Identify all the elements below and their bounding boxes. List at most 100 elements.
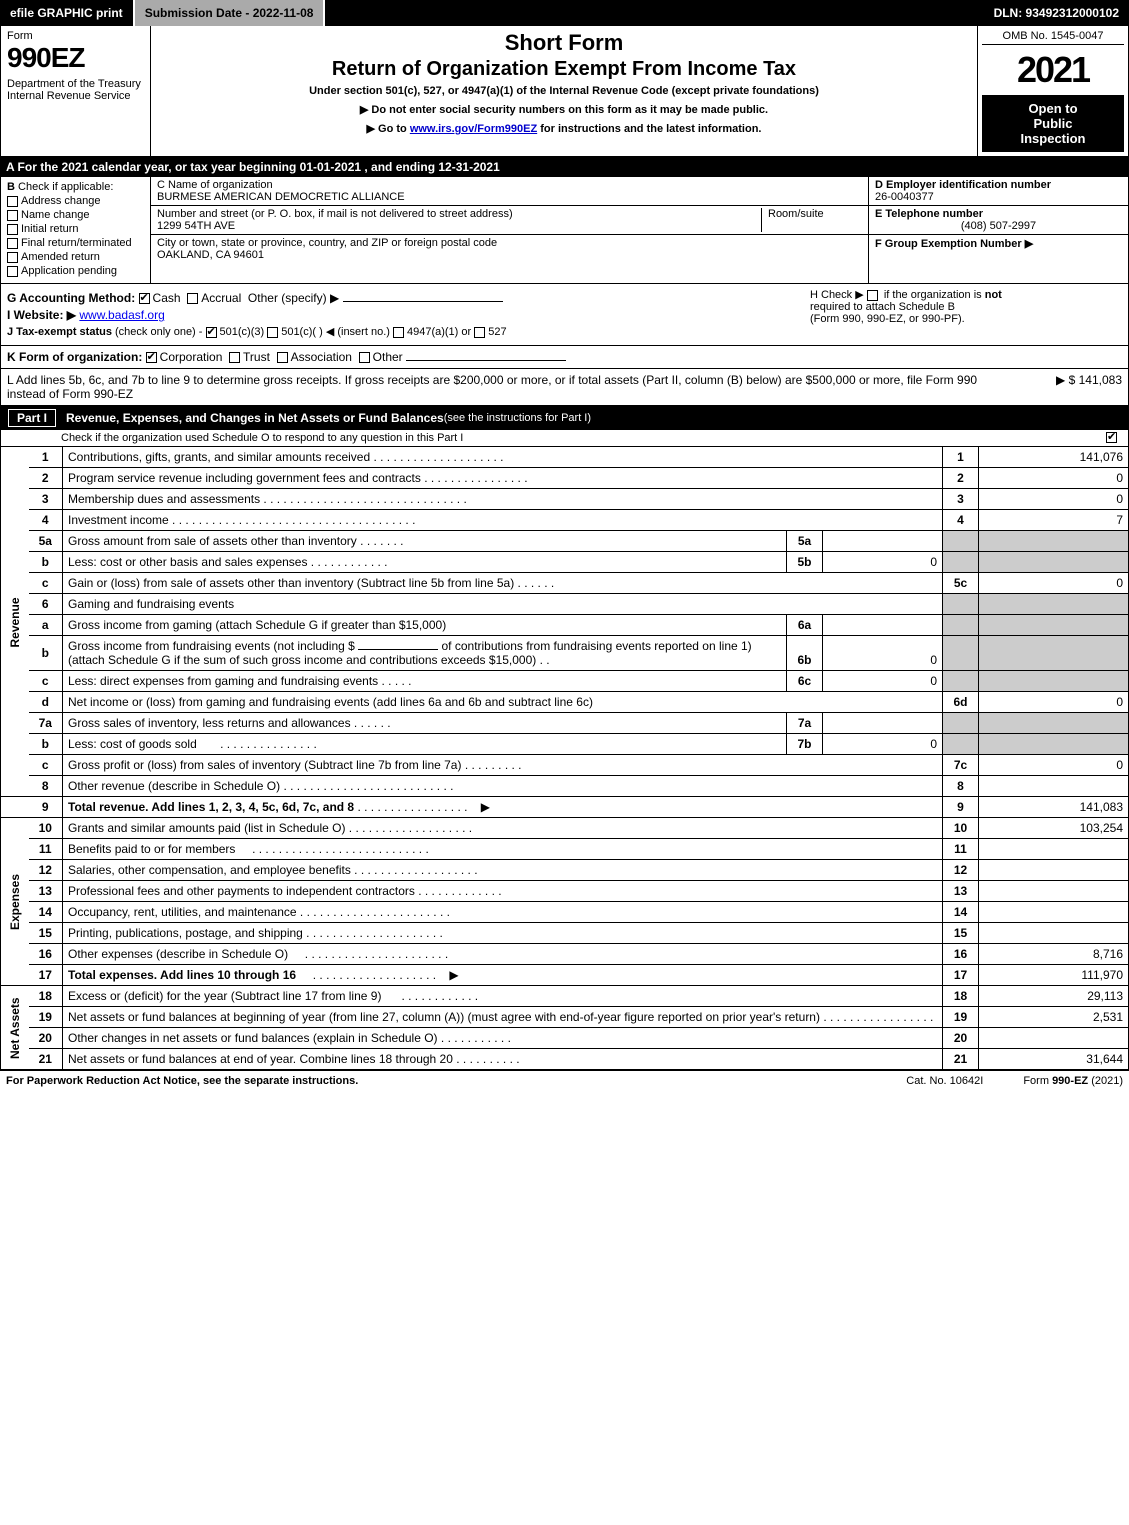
chk-accrual[interactable] [187,293,198,304]
chk-trust[interactable] [229,352,240,363]
k-other-input[interactable] [406,360,566,361]
city-cell: City or town, state or province, country… [151,235,868,263]
sub-val: 0 [823,552,943,573]
chk-corporation[interactable] [146,352,157,363]
org-name-value: BURMESE AMERICAN DEMOCRETIC ALLIANCE [157,191,862,203]
chk-h[interactable] [867,290,878,301]
footer-right-pre: Form [1023,1075,1052,1087]
section-b-to-f: B Check if applicable: Address change Na… [0,177,1129,284]
table-row: 11 Benefits paid to or for members . . .… [1,839,1129,860]
tax-year: 2021 [982,49,1124,91]
chk-final-return[interactable]: Final return/terminated [7,237,144,249]
table-row: d Net income or (loss) from gaming and f… [1,692,1129,713]
line-desc: Net assets or fund balances at end of ye… [63,1049,943,1070]
efile-print-button[interactable]: efile GRAPHIC print [0,0,135,26]
line-amt [979,923,1129,944]
line-desc: Salaries, other compensation, and employ… [63,860,943,881]
j-label: J Tax-exempt status [7,326,112,338]
chk-part1-schedule-o[interactable] [1106,432,1117,443]
line6b-blank[interactable] [358,649,438,650]
h-not: not [985,289,1002,301]
line-num: b [29,636,63,671]
checkbox-icon[interactable] [7,238,18,249]
row-a-calendar-year: A For the 2021 calendar year, or tax yea… [0,157,1129,177]
line-amt-shade [979,713,1129,734]
line-desc: Gross amount from sale of assets other t… [63,531,787,552]
line-ref-shade [943,636,979,671]
line-num: 18 [29,986,63,1007]
g-other-input[interactable] [343,301,503,302]
line-desc: Membership dues and assessments . . . . … [63,489,943,510]
line-desc: Gross sales of inventory, less returns a… [63,713,787,734]
header-left: Form 990EZ Department of the Treasury In… [1,26,151,156]
sub-num: 5b [787,552,823,573]
line-num: 4 [29,510,63,531]
j-sub: (check only one) - [115,326,202,338]
part-1-check-row: Check if the organization used Schedule … [0,430,1129,447]
line-ref-shade [943,531,979,552]
line-desc: Less: direct expenses from gaming and fu… [63,671,787,692]
note2-post: for instructions and the latest informat… [537,123,761,135]
chk-application-pending[interactable]: Application pending [7,265,144,277]
sub-num: 6b [787,636,823,671]
side-expenses: Expenses [1,818,29,986]
table-row: 15 Printing, publications, postage, and … [1,923,1129,944]
checkbox-icon[interactable] [7,252,18,263]
chk-initial-return[interactable]: Initial return [7,223,144,235]
chk-501c3[interactable] [206,327,217,338]
line-ref: 20 [943,1028,979,1049]
line-amt: 141,083 [979,797,1129,818]
line-amt: 29,113 [979,986,1129,1007]
line-amt-shade [979,594,1129,615]
chk-label: Final return/terminated [21,237,132,249]
checkbox-icon[interactable] [7,196,18,207]
line-desc: Gross income from fundraising events (no… [63,636,787,671]
line-amt: 0 [979,489,1129,510]
line-amt-shade [979,615,1129,636]
website-link[interactable]: www.badasf.org [79,308,164,322]
chk-527[interactable] [474,327,485,338]
line-num: 1 [29,447,63,468]
chk-amended-return[interactable]: Amended return [7,251,144,263]
line-ref-shade [943,713,979,734]
j-o4: 527 [488,326,506,338]
chk-501c[interactable] [267,327,278,338]
checkbox-icon[interactable] [7,266,18,277]
line-ref: 8 [943,776,979,797]
line-ref: 3 [943,489,979,510]
footer-right-post: (2021) [1088,1075,1123,1087]
table-row: b Less: cost of goods sold . . . . . . .… [1,734,1129,755]
line-num: 8 [29,776,63,797]
chk-label: Application pending [21,265,117,277]
line-amt: 31,644 [979,1049,1129,1070]
open-line1: Open to [986,101,1120,116]
table-row: Revenue 1 Contributions, gifts, grants, … [1,447,1129,468]
dln-label: DLN: 93492312000102 [984,0,1129,26]
page-footer: For Paperwork Reduction Act Notice, see … [0,1070,1129,1091]
chk-cash[interactable] [139,293,150,304]
submission-date-button[interactable]: Submission Date - 2022-11-08 [135,0,326,26]
chk-address-change[interactable]: Address change [7,195,144,207]
chk-4947[interactable] [393,327,404,338]
chk-name-change[interactable]: Name change [7,209,144,221]
line-num: 6 [29,594,63,615]
header-center: Short Form Return of Organization Exempt… [151,26,978,156]
table-row: 3 Membership dues and assessments . . . … [1,489,1129,510]
line-num: 5a [29,531,63,552]
box-j: J Tax-exempt status (check only one) - 5… [7,325,802,338]
form-label: Form [7,30,144,42]
chk-other-org[interactable] [359,352,370,363]
checkbox-icon[interactable] [7,224,18,235]
line-desc: Gross profit or (loss) from sales of inv… [63,755,943,776]
line-amt: 0 [979,468,1129,489]
irs-link[interactable]: www.irs.gov/Form990EZ [410,123,537,135]
checkbox-icon[interactable] [7,210,18,221]
line-desc: Total revenue. Add lines 1, 2, 3, 4, 5c,… [63,797,943,818]
lines-table: Revenue 1 Contributions, gifts, grants, … [0,447,1129,1070]
k-label: K Form of organization: [7,350,142,364]
open-line2: Public [986,116,1120,131]
line-amt-shade [979,531,1129,552]
line-num: 20 [29,1028,63,1049]
k-o2: Trust [243,350,270,364]
chk-association[interactable] [277,352,288,363]
